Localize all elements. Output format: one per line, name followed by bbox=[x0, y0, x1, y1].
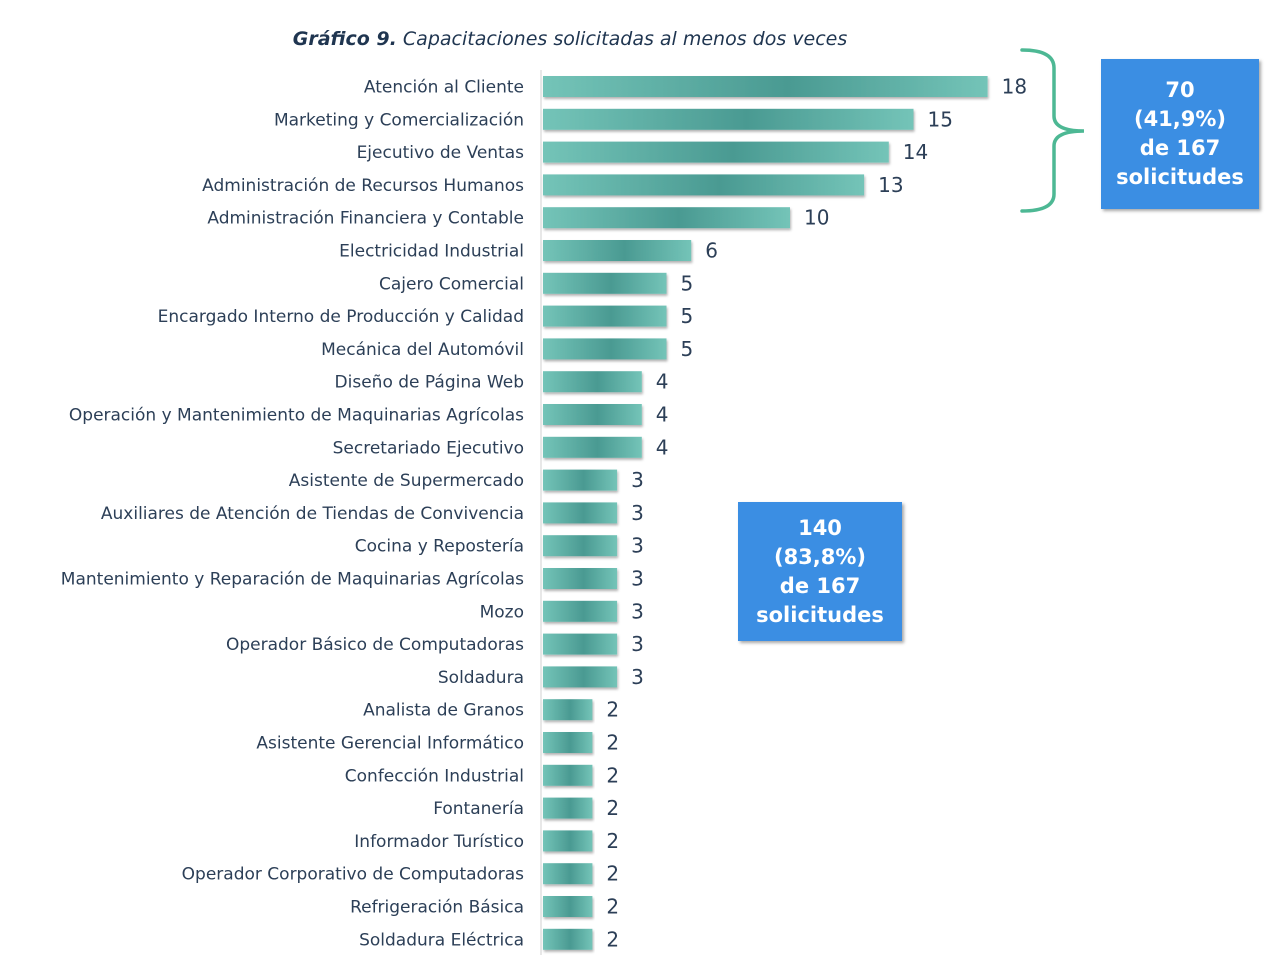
callout-mid-line1: 140 bbox=[798, 515, 842, 540]
bar bbox=[543, 568, 618, 589]
category-label: Diseño de Página Web bbox=[335, 373, 524, 393]
bar-value-label: 4 bbox=[656, 435, 669, 459]
bar bbox=[543, 141, 889, 163]
category-label: Mantenimiento y Reparación de Maquinaria… bbox=[61, 570, 524, 590]
bar bbox=[543, 797, 593, 819]
bar bbox=[543, 436, 642, 458]
bar bbox=[543, 666, 618, 688]
bar bbox=[543, 535, 618, 557]
bar bbox=[543, 863, 593, 885]
bars-group: Atención al Cliente 18 Marketing y Comerci… bbox=[61, 75, 1027, 952]
category-label: Cocina y Repostería bbox=[355, 537, 524, 557]
bar-value-label: 3 bbox=[631, 501, 644, 525]
category-label: Refrigeración Básica bbox=[350, 898, 524, 918]
bar-value-label: 3 bbox=[631, 665, 644, 689]
category-label: Administración Financiera y Contable bbox=[207, 209, 524, 229]
bar-value-label: 3 bbox=[631, 468, 644, 492]
bracket-shape bbox=[1020, 48, 1085, 213]
bar bbox=[543, 699, 593, 721]
category-label: Operador Corporativo de Computadoras bbox=[182, 865, 524, 885]
bar-value-label: 3 bbox=[631, 632, 644, 656]
bar-value-label: 2 bbox=[606, 763, 619, 787]
bar bbox=[543, 732, 593, 753]
bar bbox=[543, 305, 667, 327]
category-label: Operación y Mantenimiento de Maquinarias… bbox=[69, 406, 524, 426]
bar bbox=[543, 174, 865, 196]
callout-mid-line3: de 167 bbox=[779, 573, 861, 598]
bar-value-label: 2 bbox=[606, 731, 619, 755]
bar-value-label: 2 bbox=[606, 862, 619, 886]
bar-value-label: 15 bbox=[928, 107, 953, 131]
category-label: Fontanería bbox=[433, 799, 524, 819]
category-label: Informador Turístico bbox=[354, 832, 524, 852]
bar bbox=[543, 600, 618, 622]
category-label: Encargado Interno de Producción y Calida… bbox=[158, 307, 524, 327]
category-label: Operador Básico de Computadoras bbox=[226, 635, 524, 655]
category-label: Ejecutivo de Ventas bbox=[357, 143, 525, 163]
category-label: Confección Industrial bbox=[345, 766, 524, 786]
bar-value-label: 3 bbox=[631, 599, 644, 623]
category-label: Asistente de Supermercado bbox=[289, 471, 524, 491]
callout-top-line1: 70 bbox=[1165, 78, 1195, 102]
category-label: Secretariado Ejecutivo bbox=[333, 438, 524, 458]
bar bbox=[543, 76, 988, 97]
bar bbox=[543, 240, 692, 261]
bar-value-label: 5 bbox=[681, 337, 694, 361]
category-label: Asistente Gerencial Informático bbox=[256, 734, 524, 754]
chart-title: Gráfico 9. Capacitaciones solicitadas al… bbox=[0, 28, 1140, 50]
callout-mid-line2: (83,8%) bbox=[773, 544, 867, 569]
bar-value-label: 13 bbox=[878, 173, 903, 197]
bar bbox=[543, 108, 914, 130]
bar bbox=[543, 928, 593, 950]
bar bbox=[543, 207, 790, 229]
category-label: Auxiliares de Atención de Tiendas de Con… bbox=[101, 504, 524, 524]
bar bbox=[543, 896, 593, 917]
bar-value-label: 18 bbox=[1002, 75, 1027, 99]
bar bbox=[543, 469, 618, 491]
category-label: Soldadura Eléctrica bbox=[359, 930, 524, 950]
bar bbox=[543, 502, 618, 524]
category-label: Mozo bbox=[480, 602, 524, 622]
bar bbox=[543, 830, 593, 852]
bar-value-label: 14 bbox=[903, 140, 928, 164]
chart-title-prefix: Gráfico 9. bbox=[292, 28, 397, 50]
category-label: Analista de Granos bbox=[363, 701, 524, 721]
bar-value-label: 10 bbox=[804, 206, 829, 230]
bar-value-label: 5 bbox=[681, 271, 694, 295]
category-label: Electricidad Industrial bbox=[339, 242, 524, 262]
bar bbox=[543, 764, 593, 786]
category-label: Administración de Recursos Humanos bbox=[202, 176, 524, 196]
bar-value-label: 2 bbox=[606, 698, 619, 722]
bar bbox=[543, 633, 618, 655]
bar-value-label: 6 bbox=[705, 239, 718, 263]
category-label: Atención al Cliente bbox=[364, 78, 524, 98]
bar-value-label: 4 bbox=[656, 403, 669, 427]
callout-mid-line4: solicitudes bbox=[756, 602, 884, 627]
bar bbox=[543, 371, 642, 393]
category-label: Soldadura bbox=[438, 668, 524, 688]
bar-value-label: 4 bbox=[656, 370, 669, 394]
chart-title-text: Capacitaciones solicitadas al menos dos … bbox=[402, 28, 848, 50]
category-label: Cajero Comercial bbox=[379, 274, 524, 294]
callout-top-line4: solicitudes bbox=[1116, 165, 1244, 189]
category-label: Marketing y Comercialización bbox=[274, 110, 524, 130]
bar-value-label: 2 bbox=[606, 927, 619, 951]
bar bbox=[543, 272, 667, 294]
bar-value-label: 3 bbox=[631, 534, 644, 558]
bar-value-label: 5 bbox=[681, 304, 694, 328]
bar-value-label: 2 bbox=[606, 829, 619, 853]
bar-value-label: 3 bbox=[631, 567, 644, 591]
callout-top-line2: (41,9%) bbox=[1133, 107, 1227, 131]
callout-top-summary: 70 (41,9%) de 167 solicitudes bbox=[1101, 59, 1259, 209]
bar-value-label: 2 bbox=[606, 895, 619, 919]
bar bbox=[543, 404, 642, 425]
callout-top-line3: de 167 bbox=[1139, 136, 1221, 160]
bar-value-label: 2 bbox=[606, 796, 619, 820]
category-label: Mecánica del Automóvil bbox=[321, 340, 524, 360]
bar bbox=[543, 338, 667, 360]
callout-mid-summary: 140 (83,8%) de 167 solicitudes bbox=[738, 502, 902, 641]
